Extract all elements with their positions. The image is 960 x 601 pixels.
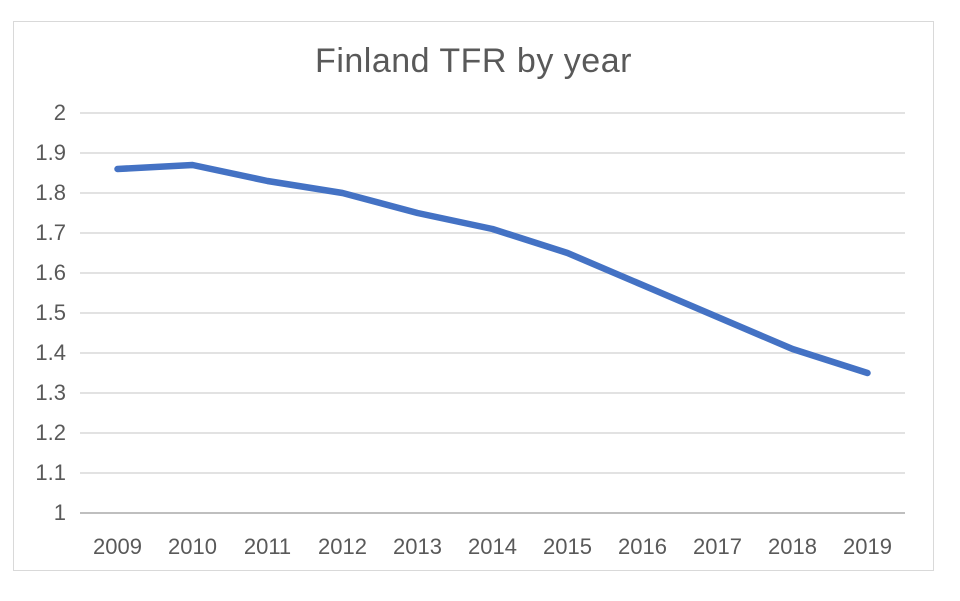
y-tick-label: 1: [53, 500, 66, 525]
y-tick-label: 1.9: [35, 140, 66, 165]
y-tick-label: 2: [53, 100, 66, 125]
x-tick-label: 2012: [318, 534, 367, 559]
x-tick-label: 2018: [768, 534, 817, 559]
y-tick-label: 1.6: [35, 260, 66, 285]
chart-title: Finland TFR by year: [315, 42, 632, 80]
x-tick-label: 2016: [618, 534, 667, 559]
series-line: [114, 161, 871, 377]
x-tick-label: 2013: [393, 534, 442, 559]
x-tick-label: 2010: [168, 534, 217, 559]
x-tick-label: 2017: [693, 534, 742, 559]
x-tick-label: 2019: [843, 534, 892, 559]
y-tick-label: 1.4: [35, 340, 66, 365]
x-tick-label: 2015: [543, 534, 592, 559]
x-tick-label: 2011: [243, 534, 292, 559]
y-tick-label: 1.3: [35, 380, 66, 405]
y-tick-label: 1.5: [35, 300, 66, 325]
y-tick-label: 1.8: [35, 180, 66, 205]
y-tick-label: 1.2: [35, 420, 66, 445]
x-tick-label: 2009: [93, 534, 142, 559]
x-tick-label: 2014: [468, 534, 517, 559]
y-tick-label: 1.1: [35, 460, 66, 485]
y-tick-label: 1.7: [35, 220, 66, 245]
